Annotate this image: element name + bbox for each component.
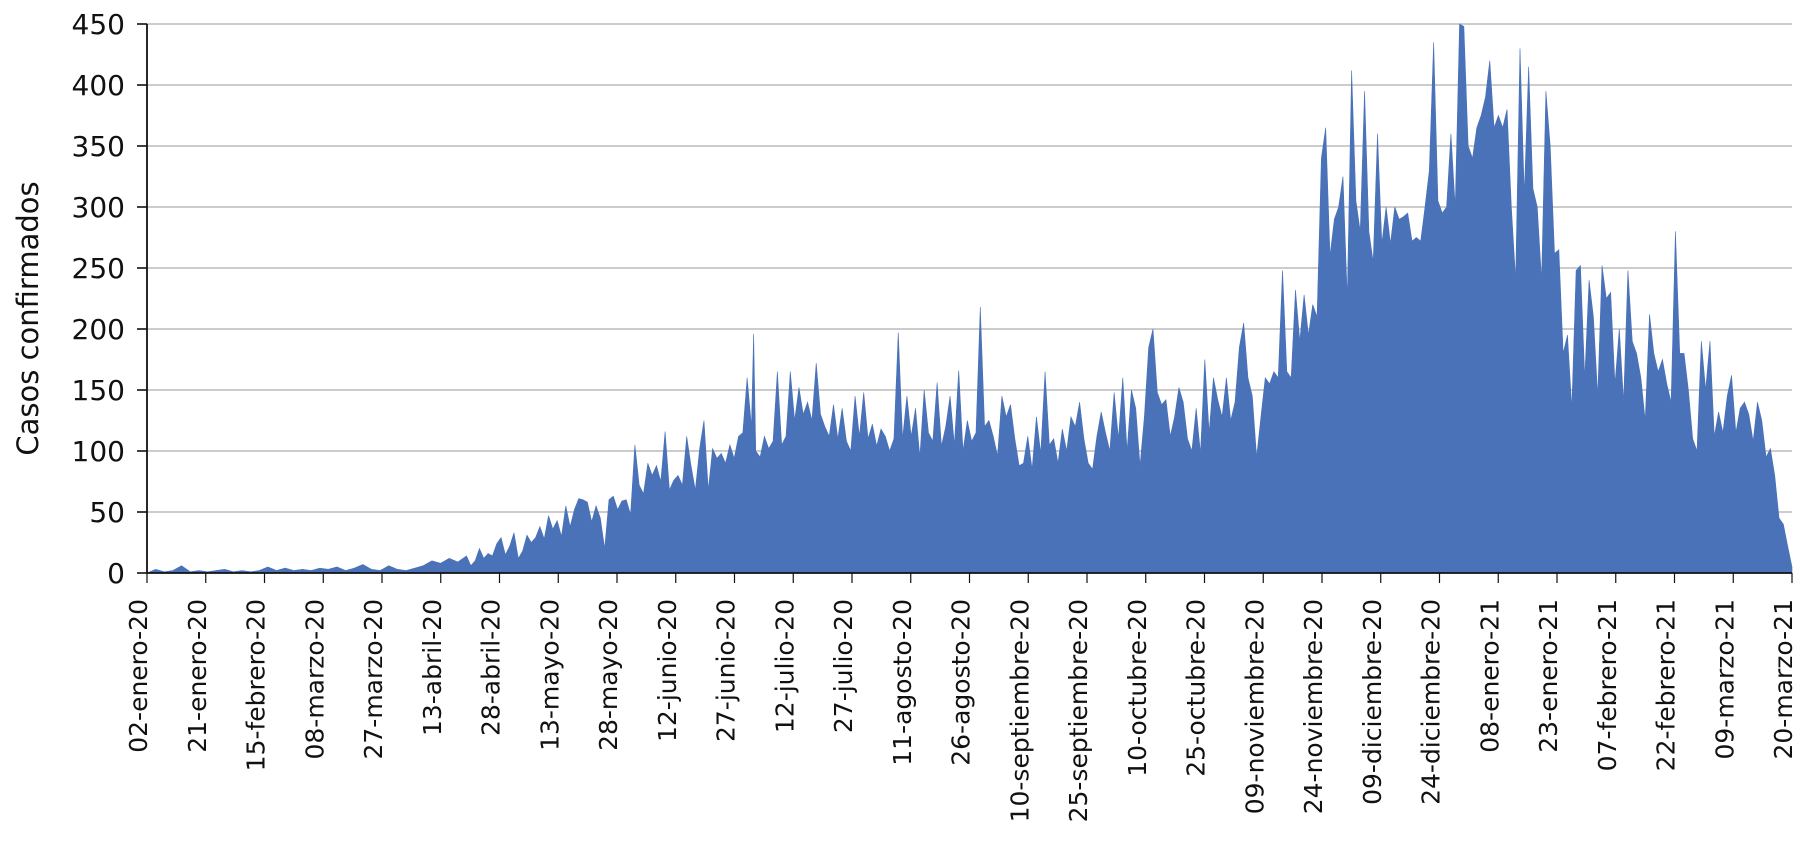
x-tick-label: 22-febrero-21: [1652, 599, 1681, 771]
y-tick-labels: 0 50 100 150 200 250 300 350 400 450: [72, 8, 125, 590]
grid-layer: [147, 23, 1792, 513]
x-tick-label: 28-abril-20: [477, 599, 506, 736]
x-tick-label: 15-febrero-20: [242, 599, 271, 771]
x-tick-label: 23-enero-21: [1534, 599, 1563, 753]
y-tick-label: 200: [72, 313, 125, 346]
x-tick-label: 09-noviembre-20: [1240, 599, 1269, 814]
x-tick-label: 27-julio-20: [829, 599, 858, 733]
x-tick-label: 26-agosto-20: [947, 599, 976, 766]
y-tick-label: 350: [72, 130, 125, 163]
x-tick-label: 24-diciembre-20: [1417, 599, 1446, 805]
x-tick-label: 12-junio-20: [653, 599, 682, 742]
y-axis-title: Casos confirmados: [11, 181, 45, 455]
x-tick-label: 11-agosto-20: [888, 599, 917, 766]
y-tick-label: 150: [72, 374, 125, 407]
x-tick-label: 25-septiembre-20: [1064, 599, 1093, 822]
x-tick-label: 25-octubre-20: [1182, 599, 1211, 777]
cases-area: [146, 23, 1793, 574]
axis-layer: [137, 23, 1793, 583]
x-tick-label: 09-marzo-21: [1710, 599, 1739, 760]
x-tick-label: 27-marzo-20: [359, 599, 388, 760]
x-tick-label: 21-enero-20: [183, 599, 212, 753]
x-tick-label: 28-mayo-20: [594, 599, 623, 751]
y-tick-label: 250: [72, 252, 125, 285]
x-tick-label: 27-junio-20: [712, 599, 741, 742]
y-tick-label: 0: [107, 557, 125, 590]
x-tick-label: 10-octubre-20: [1123, 599, 1152, 777]
x-tick-label: 10-septiembre-20: [1005, 599, 1034, 822]
x-tick-label: 08-marzo-20: [300, 599, 329, 760]
y-tick-label: 300: [72, 191, 125, 224]
x-tick-label: 07-febrero-21: [1593, 599, 1622, 771]
x-tick-labels: 02-enero-20 21-enero-20 15-febrero-20 08-ma…: [124, 599, 1798, 822]
x-tick-label: 08-enero-21: [1475, 599, 1504, 753]
y-tick-label: 50: [89, 496, 125, 529]
y-tick-label: 400: [72, 69, 125, 102]
x-tick-label: 12-julio-20: [770, 599, 799, 733]
y-tick-label: 450: [72, 8, 125, 41]
y-tick-label: 100: [72, 435, 125, 468]
x-tick-label: 02-enero-20: [124, 599, 153, 753]
x-tick-label: 24-noviembre-20: [1299, 599, 1328, 814]
x-tick-label: 20-marzo-21: [1769, 599, 1798, 760]
x-tick-label: 13-abril-20: [418, 599, 447, 736]
x-tick-label: 13-mayo-20: [535, 599, 564, 751]
x-tick-label: 09-diciembre-20: [1358, 599, 1387, 805]
